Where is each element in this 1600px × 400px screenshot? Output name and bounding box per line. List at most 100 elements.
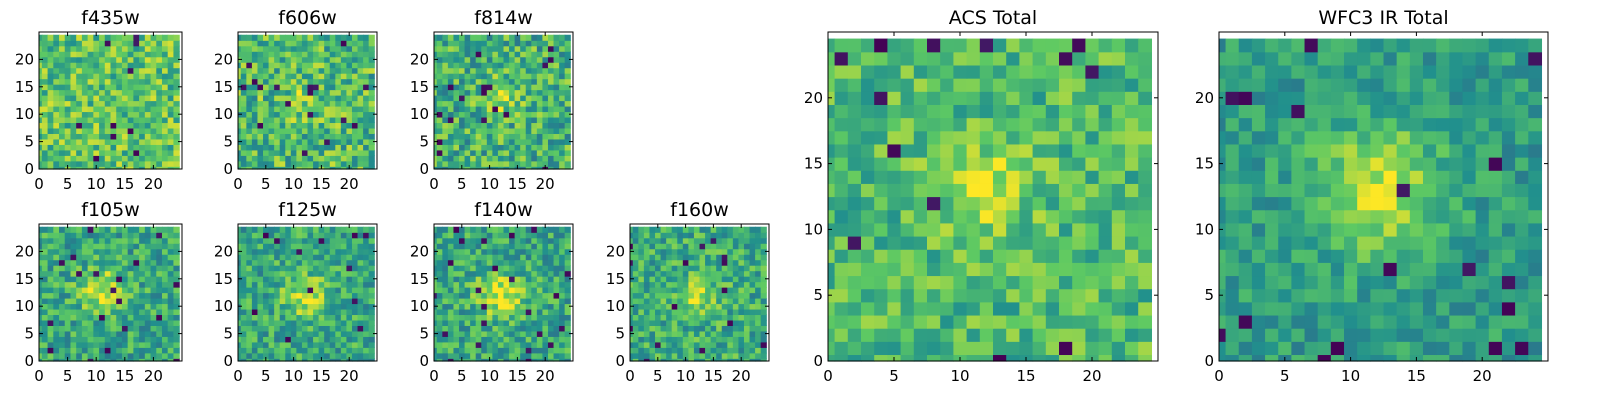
heatmap-cell xyxy=(716,358,723,362)
heatmap-cell xyxy=(167,160,175,167)
heatmap-cell xyxy=(279,100,286,107)
heatmap-cell xyxy=(110,347,117,354)
heatmap-cell xyxy=(531,116,538,124)
heatmap-cell xyxy=(368,330,375,337)
heatmap-cell xyxy=(251,56,259,63)
heatmap-cell xyxy=(481,116,488,124)
heatmap-cell xyxy=(133,51,140,58)
heatmap-cell xyxy=(335,265,342,272)
heatmap-cell xyxy=(542,254,549,261)
heatmap-cell xyxy=(497,336,505,343)
heatmap-cell xyxy=(346,40,353,47)
heatmap-cell xyxy=(531,358,538,362)
heatmap-cell xyxy=(705,325,712,332)
heatmap-cell xyxy=(357,34,364,41)
heatmap-cell xyxy=(318,270,325,277)
heatmap-cell xyxy=(104,319,112,326)
heatmap-cell xyxy=(59,138,66,145)
heatmap-cell xyxy=(525,248,532,255)
heatmap-cell xyxy=(520,319,527,326)
heatmap-cell xyxy=(116,56,123,63)
heatmap-cell xyxy=(547,336,555,343)
heatmap-cell xyxy=(1125,354,1139,362)
x-tick-label: 15 xyxy=(312,175,331,193)
heatmap-cell xyxy=(993,275,1007,290)
heatmap-cell xyxy=(251,100,259,107)
heatmap-cell xyxy=(161,138,169,145)
heatmap-cell xyxy=(927,354,941,362)
heatmap-cell xyxy=(743,248,751,255)
heatmap-cell xyxy=(525,144,532,151)
heatmap-cell xyxy=(133,84,140,91)
heatmap-cell xyxy=(638,308,645,316)
heatmap-cell xyxy=(497,111,505,118)
heatmap-cell xyxy=(475,155,482,162)
heatmap-cell xyxy=(307,341,314,348)
heatmap-cell xyxy=(144,133,152,140)
heatmap-cell xyxy=(59,297,66,305)
heatmap-cell xyxy=(39,51,43,58)
heatmap-cell xyxy=(503,116,510,124)
heatmap-cell xyxy=(547,325,555,332)
heatmap-cell xyxy=(721,308,728,316)
heatmap-cell xyxy=(240,248,247,255)
heatmap-cell xyxy=(301,127,309,134)
heatmap-cell xyxy=(116,341,123,348)
heatmap-cell xyxy=(525,237,532,244)
heatmap-cell xyxy=(87,51,94,58)
heatmap-cell xyxy=(900,262,915,277)
heatmap-cell xyxy=(643,232,651,239)
heatmap-cell xyxy=(492,341,499,348)
heatmap-cell xyxy=(1045,262,1060,277)
heatmap-cell xyxy=(682,303,689,310)
heatmap-cell xyxy=(346,105,353,113)
heatmap-cell xyxy=(671,319,678,326)
heatmap-cell xyxy=(542,73,549,80)
heatmap-cell xyxy=(240,308,247,316)
heatmap-cell xyxy=(447,330,455,337)
heatmap-cell xyxy=(313,297,320,305)
heatmap-cell xyxy=(520,111,527,118)
heatmap-cell xyxy=(643,314,651,321)
heatmap-cell xyxy=(547,133,555,140)
heatmap-cell xyxy=(346,248,353,255)
heatmap-cell xyxy=(531,265,538,272)
heatmap-cell xyxy=(861,209,875,224)
heatmap-cell xyxy=(531,127,538,134)
heatmap-cell xyxy=(290,248,297,255)
heatmap-cell xyxy=(279,56,286,63)
heatmap-cell xyxy=(900,301,915,316)
heatmap-cell xyxy=(81,133,89,140)
heatmap-cell xyxy=(531,78,538,85)
heatmap-cell xyxy=(553,281,560,288)
heatmap-cell xyxy=(887,341,902,356)
heatmap-cell xyxy=(139,105,146,113)
heatmap-cell xyxy=(104,270,112,277)
heatmap-cell xyxy=(721,259,728,266)
heatmap-cell xyxy=(525,95,532,102)
heatmap-cell xyxy=(127,314,134,321)
heatmap-cell xyxy=(87,259,94,266)
heatmap-cell xyxy=(41,40,49,47)
heatmap-cell xyxy=(531,281,538,288)
heatmap-cell xyxy=(53,89,60,96)
heatmap-cell xyxy=(246,297,253,305)
heatmap-cell xyxy=(139,358,146,362)
heatmap-cell xyxy=(121,292,129,299)
heatmap-cell xyxy=(486,297,493,305)
heatmap-cell xyxy=(173,254,180,261)
heatmap-cell xyxy=(492,40,499,47)
heatmap-cell xyxy=(447,325,455,332)
heatmap-cell xyxy=(847,288,862,303)
heatmap-cell xyxy=(110,84,117,91)
heatmap-cell xyxy=(144,166,152,170)
heatmap-cell xyxy=(279,243,286,250)
heatmap-cell xyxy=(520,105,527,113)
heatmap-cell xyxy=(329,84,336,91)
heatmap-cell xyxy=(246,270,253,277)
heatmap-cell xyxy=(296,73,303,80)
heatmap-cell xyxy=(274,62,281,69)
heatmap-cell xyxy=(542,319,549,326)
heatmap-cell xyxy=(87,144,94,151)
heatmap-cell xyxy=(39,308,43,316)
